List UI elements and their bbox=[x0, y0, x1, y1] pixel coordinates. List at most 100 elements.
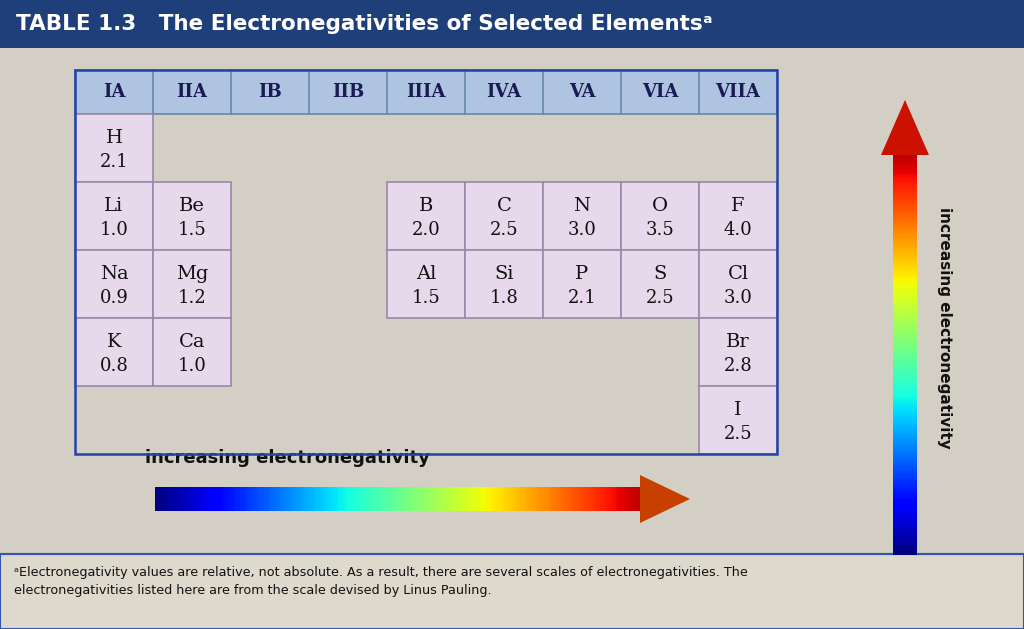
Bar bbox=[893, 531, 918, 533]
Bar bbox=[893, 469, 918, 471]
Bar bbox=[463, 487, 466, 511]
Bar bbox=[536, 487, 539, 511]
Bar bbox=[893, 157, 918, 159]
Text: 4.0: 4.0 bbox=[724, 221, 753, 238]
Bar bbox=[893, 549, 918, 551]
Bar bbox=[567, 487, 570, 511]
Bar bbox=[300, 487, 303, 511]
Text: H: H bbox=[105, 129, 123, 147]
Bar bbox=[356, 487, 359, 511]
Bar bbox=[893, 547, 918, 549]
Bar bbox=[893, 481, 918, 483]
Bar bbox=[577, 487, 580, 511]
Bar bbox=[893, 159, 918, 161]
Bar bbox=[893, 267, 918, 269]
Bar bbox=[191, 487, 195, 511]
Bar bbox=[383, 487, 386, 511]
Bar bbox=[893, 203, 918, 205]
Bar bbox=[893, 407, 918, 409]
Bar bbox=[893, 519, 918, 521]
Text: 3.0: 3.0 bbox=[567, 221, 596, 238]
Bar bbox=[305, 487, 308, 511]
Bar bbox=[328, 487, 330, 511]
Bar bbox=[893, 249, 918, 252]
Bar bbox=[436, 487, 439, 511]
Bar bbox=[417, 487, 420, 511]
Text: Ca: Ca bbox=[179, 333, 205, 351]
Bar bbox=[893, 233, 918, 235]
Bar bbox=[893, 337, 918, 339]
Bar bbox=[893, 229, 918, 231]
Bar bbox=[530, 487, 534, 511]
Bar bbox=[893, 401, 918, 403]
Bar bbox=[893, 303, 918, 305]
Bar bbox=[699, 182, 777, 250]
Bar bbox=[443, 487, 446, 511]
Bar bbox=[378, 487, 381, 511]
Bar bbox=[458, 487, 461, 511]
Bar bbox=[468, 487, 471, 511]
Bar bbox=[197, 487, 199, 511]
Bar bbox=[369, 487, 371, 511]
Bar bbox=[282, 487, 284, 511]
Bar bbox=[893, 411, 918, 413]
Bar bbox=[893, 245, 918, 247]
Bar bbox=[259, 487, 262, 511]
Bar bbox=[419, 487, 422, 511]
Bar bbox=[408, 487, 410, 511]
Bar bbox=[893, 309, 918, 311]
Bar bbox=[438, 487, 441, 511]
Bar bbox=[893, 295, 918, 298]
Text: 1.0: 1.0 bbox=[99, 221, 128, 238]
Text: 2.5: 2.5 bbox=[646, 289, 675, 306]
Text: F: F bbox=[731, 197, 744, 214]
Bar bbox=[247, 487, 250, 511]
Bar bbox=[618, 487, 621, 511]
Bar bbox=[893, 395, 918, 398]
Bar bbox=[271, 487, 274, 511]
Bar bbox=[626, 487, 628, 511]
Text: B: B bbox=[419, 197, 433, 214]
Bar bbox=[427, 487, 429, 511]
Bar bbox=[893, 533, 918, 535]
Text: 2.1: 2.1 bbox=[567, 289, 596, 306]
Bar bbox=[893, 465, 918, 467]
Bar bbox=[893, 317, 918, 320]
Bar bbox=[893, 335, 918, 337]
Bar bbox=[374, 487, 376, 511]
Text: Na: Na bbox=[99, 265, 128, 283]
Bar bbox=[893, 543, 918, 545]
Bar bbox=[451, 487, 454, 511]
Bar bbox=[236, 487, 238, 511]
Bar bbox=[402, 487, 406, 511]
Bar bbox=[312, 487, 315, 511]
Bar bbox=[893, 535, 918, 537]
Bar bbox=[893, 313, 918, 315]
Text: IA: IA bbox=[102, 83, 125, 101]
Bar bbox=[170, 487, 172, 511]
Bar bbox=[550, 487, 553, 511]
Bar bbox=[893, 359, 918, 361]
Bar bbox=[893, 467, 918, 469]
Bar bbox=[893, 497, 918, 499]
Bar bbox=[893, 369, 918, 371]
Bar bbox=[631, 487, 633, 511]
Bar bbox=[893, 457, 918, 459]
Bar bbox=[325, 487, 328, 511]
Bar bbox=[893, 275, 918, 277]
Bar bbox=[893, 373, 918, 376]
Bar bbox=[893, 477, 918, 479]
Bar bbox=[257, 487, 259, 511]
Bar bbox=[514, 487, 517, 511]
Bar bbox=[589, 487, 592, 511]
Bar bbox=[262, 487, 264, 511]
Bar bbox=[893, 311, 918, 313]
Bar bbox=[523, 487, 526, 511]
Bar bbox=[893, 421, 918, 423]
Bar bbox=[397, 487, 400, 511]
Bar bbox=[893, 323, 918, 325]
Bar bbox=[893, 357, 918, 359]
Text: 1.8: 1.8 bbox=[489, 289, 518, 306]
Bar bbox=[893, 293, 918, 295]
Bar bbox=[264, 487, 267, 511]
